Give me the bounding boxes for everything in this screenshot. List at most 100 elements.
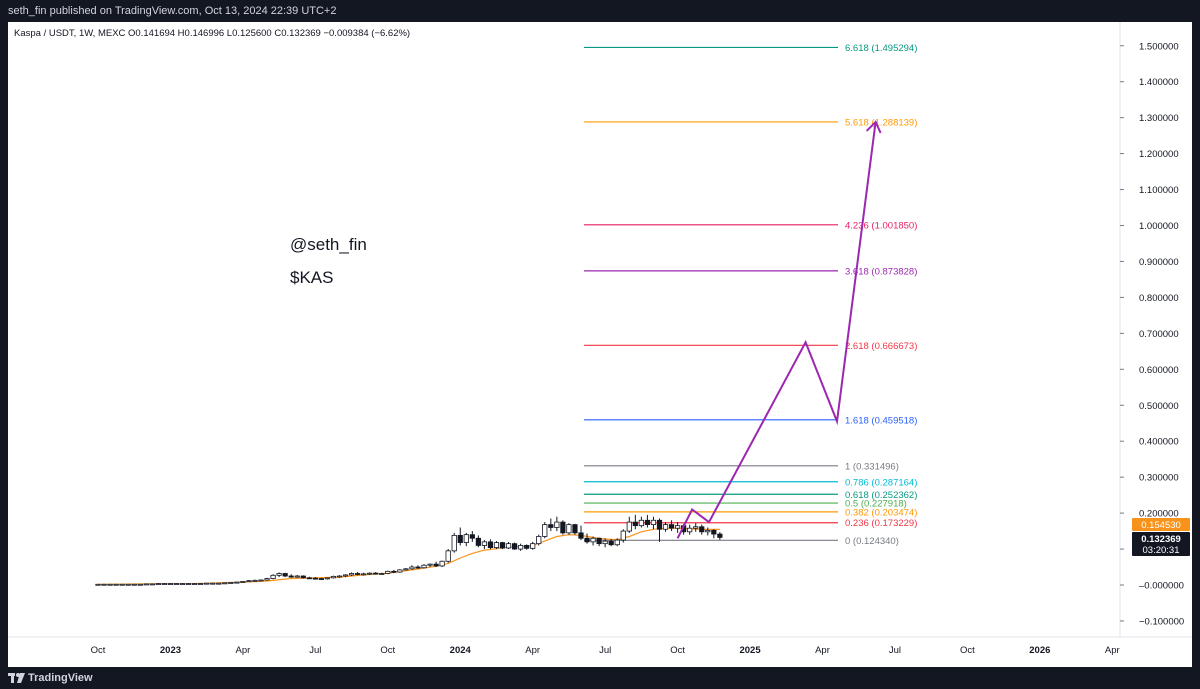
candle-body [584, 537, 590, 543]
candle-body [294, 575, 300, 578]
candle-body [687, 527, 693, 533]
y-tick-label: 1.500000 [1139, 41, 1179, 52]
fib-level-label: 6.618 (1.495294) [845, 43, 917, 54]
candle-body [155, 583, 161, 585]
candle-body [590, 537, 596, 543]
candle-body [451, 534, 457, 552]
x-tick-label: 2024 [450, 645, 472, 656]
candle-body [276, 573, 282, 576]
projection-arrowhead [865, 120, 882, 134]
last-price-tag [1132, 532, 1190, 556]
y-tick-label: 0.800000 [1139, 293, 1179, 304]
candle-body [137, 583, 143, 586]
y-tick-label: –0.000000 [1139, 581, 1184, 592]
y-tick-label: 1.400000 [1139, 77, 1179, 88]
candle-body [348, 573, 355, 576]
candle-body [342, 574, 349, 577]
publish-info: seth_fin published on TradingView.com, O… [8, 5, 337, 17]
candle-body [300, 575, 306, 579]
candle-body [367, 572, 373, 575]
fib-level-label: 0.236 (0.173229) [845, 518, 917, 529]
candle-body [125, 583, 131, 586]
x-tick-label: Apr [236, 645, 251, 656]
fib-level-label: 0 (0.124340) [845, 536, 899, 547]
candle-body [626, 521, 632, 532]
candle-body [185, 583, 192, 585]
ticker-annotation: $KAS [290, 268, 333, 287]
candle-body [493, 542, 500, 549]
candle-body [554, 521, 560, 528]
fib-level-label: 5.618 (1.288139) [845, 117, 917, 128]
y-tick-label: −0.100000 [1139, 616, 1184, 627]
y-tick-label: 1.100000 [1139, 185, 1179, 196]
fib-level-label: 0.382 (0.203474) [845, 507, 917, 518]
candle-body [131, 583, 137, 586]
candle-body [668, 524, 675, 529]
candle-body [379, 573, 385, 575]
candle-body [252, 579, 258, 582]
x-tick-label: Oct [670, 645, 685, 656]
candle-body [499, 542, 506, 549]
tradingview-logo-icon[interactable] [8, 672, 28, 684]
candle-body [705, 529, 711, 533]
x-tick-label: Jul [889, 645, 901, 656]
candle-body [699, 526, 705, 533]
candle-body [222, 582, 228, 585]
candle-body [415, 566, 421, 569]
moving-average-line [97, 527, 720, 585]
candle-body [258, 579, 264, 582]
x-tick-label: 2023 [160, 645, 181, 656]
candle-body [439, 560, 445, 567]
candle-body [602, 540, 608, 545]
candle-body [113, 583, 119, 586]
footer-bar: TradingView [0, 667, 1200, 689]
candle-body [421, 564, 427, 569]
candle-body [693, 526, 699, 529]
y-tick-label: 0.500000 [1139, 401, 1179, 412]
candle-body [228, 582, 234, 584]
candle-body [119, 583, 125, 586]
candle-body [433, 563, 439, 567]
candle-body [487, 541, 494, 549]
fib-level-label: 2.618 (0.666673) [845, 341, 917, 352]
candle-body [391, 570, 397, 573]
candle-body [336, 575, 343, 578]
candle-body [403, 568, 409, 571]
candle-body [270, 574, 276, 579]
candle-body [572, 524, 578, 534]
candle-body [427, 563, 433, 566]
candle-body [324, 577, 331, 580]
y-tick-label: 1.200000 [1139, 149, 1179, 160]
candle-body [318, 578, 324, 580]
x-tick-label: Apr [1105, 645, 1120, 656]
tradingview-brand[interactable]: TradingView [28, 672, 93, 684]
candle-body [717, 533, 723, 538]
chart-pane[interactable] [0, 22, 1200, 667]
candle-body [560, 521, 566, 534]
candle-body [95, 583, 101, 586]
candle-body [264, 578, 270, 581]
x-tick-label: Jul [309, 645, 321, 656]
candle-body [409, 566, 415, 570]
x-tick-label: 2026 [1029, 645, 1050, 656]
y-tick-label: 0.300000 [1139, 473, 1179, 484]
candle-body [566, 524, 572, 534]
y-tick-label: 0.900000 [1139, 257, 1179, 268]
y-tick-label: 0.400000 [1139, 437, 1179, 448]
y-tick-label: 0.700000 [1139, 329, 1179, 340]
candle-body [312, 577, 318, 580]
candle-body [445, 550, 451, 562]
candle-body [240, 581, 246, 583]
x-tick-label: Apr [525, 645, 540, 656]
candle-body [548, 524, 554, 528]
projection-path [676, 121, 877, 539]
candle-body [511, 543, 518, 550]
ma-price-tag-label: 0.154530 [1141, 520, 1181, 531]
candle-body [620, 530, 626, 541]
candle-body [143, 583, 149, 586]
candle-body [173, 583, 180, 585]
candle-body [204, 582, 210, 585]
fib-level-label: 0.786 (0.287164) [845, 477, 917, 488]
y-tick-label: 1.000000 [1139, 221, 1179, 232]
